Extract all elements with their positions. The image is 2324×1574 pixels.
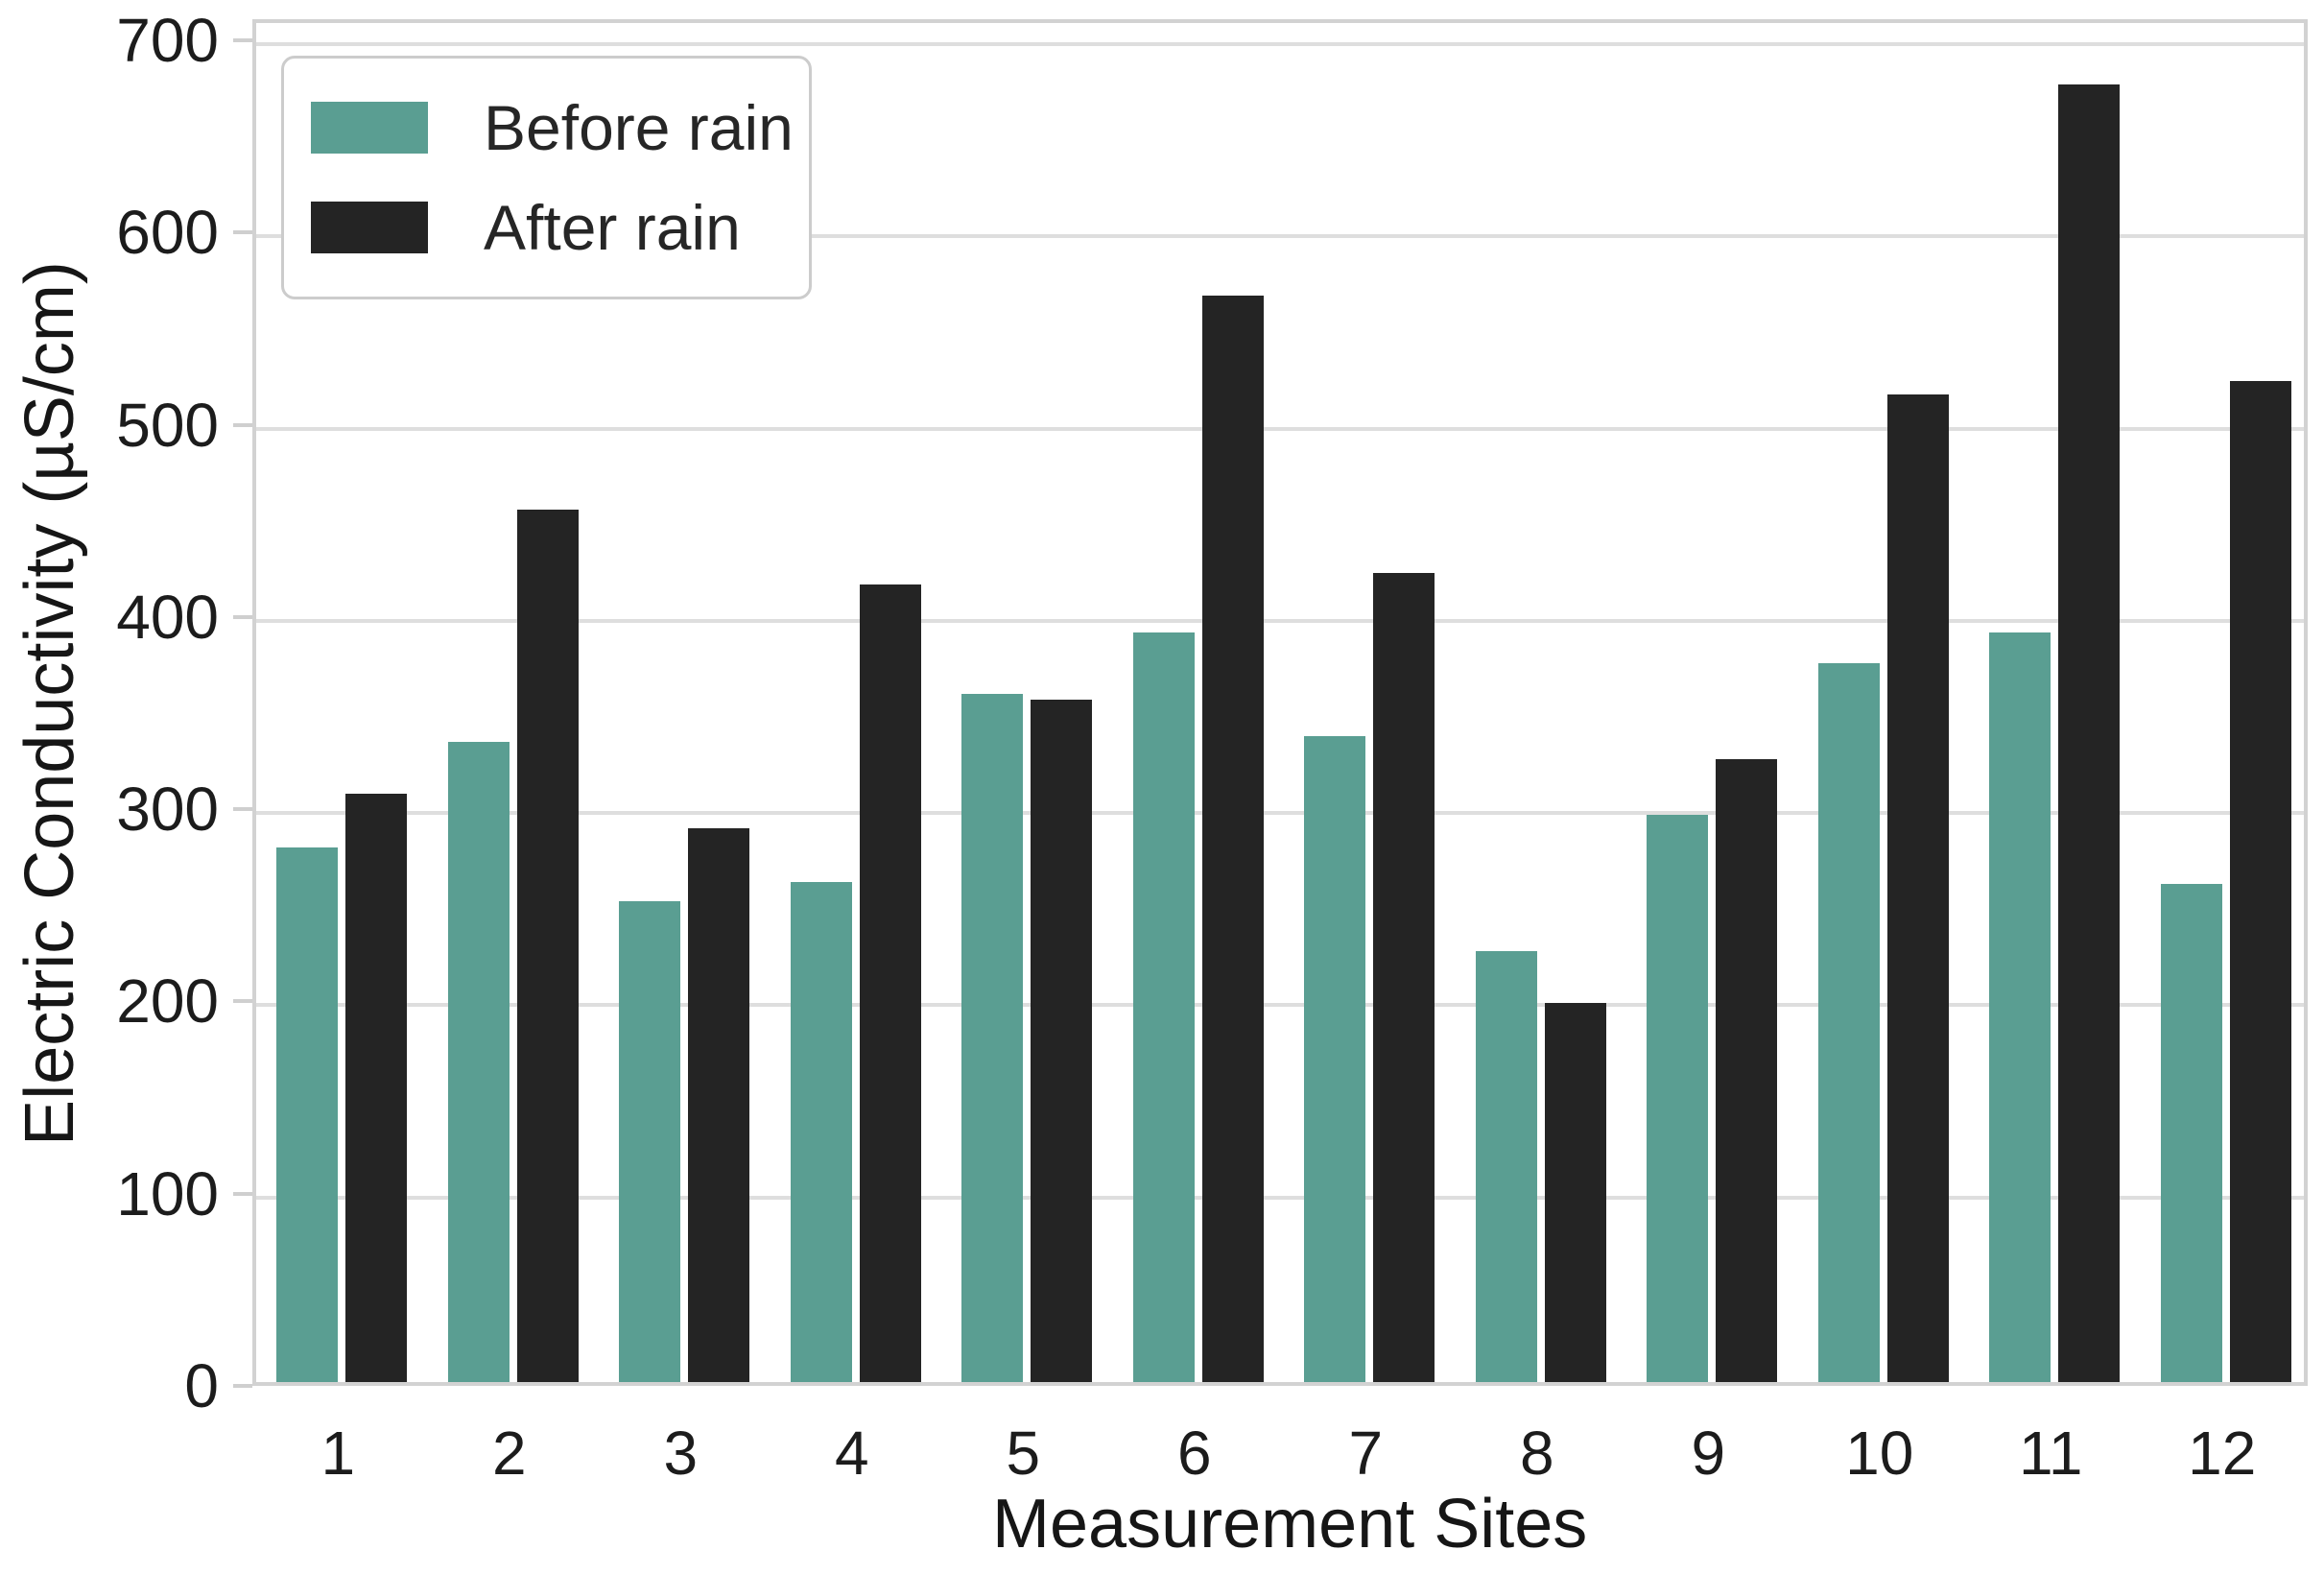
gridline-y-300 <box>256 811 2304 816</box>
bar-before-rain-site-9 <box>1647 815 1709 1382</box>
y-tick-label-500: 500 <box>116 390 219 460</box>
bar-before-rain-site-8 <box>1475 951 1537 1382</box>
gridline-y-100 <box>256 1195 2304 1200</box>
y-tick-label-200: 200 <box>116 966 219 1037</box>
legend-swatch-before-rain <box>311 102 428 155</box>
gridline-y-400 <box>256 618 2304 623</box>
legend-row-after-rain: After rain <box>311 192 780 263</box>
x-tick-label-2: 2 <box>491 1419 527 1488</box>
legend-label-before-rain: Before rain <box>484 92 794 164</box>
x-tick-label-6: 6 <box>1176 1419 1212 1488</box>
plot-area <box>252 19 2308 1386</box>
x-tick-label-8: 8 <box>1519 1419 1554 1488</box>
bar-before-rain-site-4 <box>790 882 852 1382</box>
x-tick-label-9: 9 <box>1691 1419 1726 1488</box>
bar-after-rain-site-4 <box>859 584 921 1382</box>
legend-swatch-after-rain <box>311 201 428 253</box>
legend-row-before-rain: Before rain <box>311 92 794 163</box>
x-tick-label-12: 12 <box>2188 1419 2257 1488</box>
y-tick-mark-0 <box>233 1384 252 1388</box>
bar-after-rain-site-5 <box>1031 700 1093 1382</box>
y-tick-mark-700 <box>233 38 252 43</box>
bar-before-rain-site-1 <box>276 847 339 1382</box>
x-tick-label-4: 4 <box>834 1419 869 1488</box>
bar-after-rain-site-12 <box>2229 380 2291 1382</box>
gridline-y-700 <box>256 42 2304 47</box>
bar-before-rain-site-11 <box>1989 632 2051 1382</box>
x-tick-label-5: 5 <box>1006 1419 1041 1488</box>
y-tick-label-400: 400 <box>116 582 219 652</box>
bar-after-rain-site-2 <box>516 509 579 1382</box>
bar-before-rain-site-5 <box>961 694 1024 1382</box>
bar-before-rain-site-7 <box>1304 736 1366 1382</box>
legend: Before rain After rain <box>281 56 812 299</box>
x-tick-label-1: 1 <box>320 1419 356 1488</box>
bar-after-rain-site-7 <box>1373 572 1435 1382</box>
y-tick-mark-100 <box>233 1191 252 1196</box>
bar-before-rain-site-6 <box>1132 632 1195 1382</box>
legend-label-after-rain: After rain <box>484 191 741 263</box>
bar-after-rain-site-1 <box>345 794 408 1382</box>
x-tick-label-11: 11 <box>2019 1419 2083 1488</box>
gridline-y-600 <box>256 234 2304 239</box>
gridlines-layer <box>256 23 2304 1382</box>
bar-before-rain-site-10 <box>1817 662 1880 1382</box>
bar-after-rain-site-6 <box>1201 296 1264 1382</box>
y-tick-label-700: 700 <box>116 6 219 76</box>
x-tick-label-10: 10 <box>1845 1419 1914 1488</box>
y-tick-mark-300 <box>233 807 252 812</box>
y-tick-label-0: 0 <box>184 1351 219 1420</box>
y-tick-mark-400 <box>233 614 252 619</box>
bar-before-rain-site-3 <box>619 901 681 1382</box>
y-tick-label-100: 100 <box>116 1158 219 1228</box>
bar-after-rain-site-8 <box>1544 1003 1606 1382</box>
bars-layer <box>256 23 2304 1382</box>
bar-before-rain-site-12 <box>2160 884 2222 1382</box>
bar-after-rain-site-9 <box>1716 759 1778 1382</box>
y-tick-label-300: 300 <box>116 775 219 845</box>
x-axis-label: Measurement Sites <box>992 1486 1588 1562</box>
gridline-y-200 <box>256 1003 2304 1008</box>
y-tick-label-600: 600 <box>116 198 219 268</box>
bar-after-rain-site-10 <box>1886 394 1949 1382</box>
y-tick-mark-200 <box>233 999 252 1004</box>
bar-after-rain-site-3 <box>688 828 750 1382</box>
y-tick-mark-500 <box>233 422 252 427</box>
gridline-y-500 <box>256 426 2304 431</box>
y-tick-mark-600 <box>233 230 252 235</box>
bar-after-rain-site-11 <box>2058 84 2121 1382</box>
bar-before-rain-site-2 <box>447 742 510 1382</box>
x-tick-label-3: 3 <box>663 1419 699 1488</box>
x-tick-label-7: 7 <box>1348 1419 1384 1488</box>
